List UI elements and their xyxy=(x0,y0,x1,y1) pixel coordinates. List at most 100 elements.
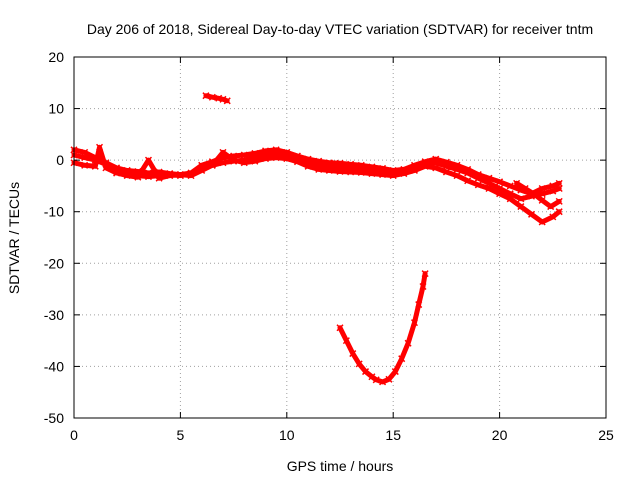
data-point xyxy=(315,165,323,173)
data-point xyxy=(219,148,227,156)
data-point xyxy=(368,373,376,381)
data-point xyxy=(336,324,344,332)
data-point xyxy=(102,164,110,172)
data-point xyxy=(202,92,210,100)
x-tick-label: 0 xyxy=(70,427,78,443)
data-point xyxy=(496,190,504,198)
data-point xyxy=(113,169,121,177)
data-point xyxy=(421,162,429,170)
y-tick-label: -50 xyxy=(44,410,64,426)
data-point xyxy=(208,161,216,169)
data-point xyxy=(144,156,153,164)
data-point xyxy=(357,168,365,177)
data-point xyxy=(521,184,529,193)
plot-frame xyxy=(73,56,607,419)
data-point xyxy=(283,155,291,163)
data-point xyxy=(555,208,563,216)
data-point xyxy=(176,171,184,179)
data-point xyxy=(404,339,412,347)
data-point xyxy=(379,171,387,179)
grid-lines xyxy=(74,57,606,418)
series-layer xyxy=(70,92,563,386)
data-point xyxy=(421,270,429,278)
data-point xyxy=(342,337,350,345)
x-tick-label: 5 xyxy=(177,427,185,443)
data-point xyxy=(240,151,248,159)
y-tick-label: 10 xyxy=(48,101,64,117)
data-point xyxy=(555,197,563,205)
data-point xyxy=(325,166,333,174)
data-point xyxy=(123,172,131,180)
data-point xyxy=(432,164,440,172)
data-point xyxy=(389,172,397,180)
data-point xyxy=(81,148,89,156)
data-point xyxy=(419,282,427,291)
data-point xyxy=(385,375,393,383)
axis-ticks: 0 5 10 15 20 25 -50 -40 -30 -20 -10 0 10 20 xyxy=(44,49,614,443)
data-point xyxy=(506,195,514,203)
y-tick-label: 0 xyxy=(56,152,64,168)
data-point xyxy=(96,143,104,151)
data-point xyxy=(453,165,461,173)
data-point xyxy=(304,162,312,170)
data-point xyxy=(134,173,142,181)
data-point xyxy=(474,174,482,182)
y-tick-label: -30 xyxy=(44,307,64,323)
chart-title: Day 206 of 2018, Sidereal Day-to-day VTE… xyxy=(87,21,593,37)
y-axis-label: SDTVAR / TECUs xyxy=(6,182,22,294)
data-point xyxy=(442,168,450,176)
data-point xyxy=(272,154,280,162)
data-point xyxy=(474,181,482,189)
data-point xyxy=(513,179,521,187)
data-point xyxy=(398,355,406,363)
data-point xyxy=(155,174,163,182)
data-point xyxy=(485,184,493,193)
data-point xyxy=(261,155,270,163)
data-point xyxy=(144,173,153,181)
data-point xyxy=(251,157,259,165)
series-deep-arc xyxy=(337,271,428,385)
data-point xyxy=(81,161,89,169)
data-point xyxy=(391,368,399,376)
data-point xyxy=(223,97,231,105)
data-point xyxy=(379,378,387,386)
data-point xyxy=(538,196,546,204)
data-point xyxy=(549,187,557,195)
data-point xyxy=(547,203,555,211)
data-point xyxy=(530,190,538,198)
data-point xyxy=(219,159,227,167)
data-point xyxy=(496,178,504,186)
data-point xyxy=(91,162,99,170)
data-point xyxy=(432,159,440,167)
data-point xyxy=(555,184,563,193)
x-axis-label: GPS time / hours xyxy=(287,458,394,474)
data-point xyxy=(538,184,546,193)
data-point xyxy=(464,169,472,177)
y-tick-label: -20 xyxy=(44,255,64,271)
y-tick-label: -10 xyxy=(44,204,64,220)
data-point xyxy=(349,350,357,358)
data-point xyxy=(219,95,227,103)
data-point xyxy=(453,172,461,180)
data-point xyxy=(230,156,238,164)
x-tick-label: 10 xyxy=(279,427,295,443)
data-point xyxy=(517,203,525,211)
data-point xyxy=(549,213,557,221)
data-point xyxy=(293,158,301,166)
data-point xyxy=(362,368,370,376)
data-point xyxy=(347,168,355,176)
data-point xyxy=(240,159,248,167)
data-point xyxy=(555,179,563,187)
data-point xyxy=(527,210,536,218)
data-point xyxy=(81,154,89,162)
data-point xyxy=(372,376,380,384)
data-point xyxy=(208,93,216,101)
data-point xyxy=(410,319,419,327)
data-point xyxy=(506,182,514,190)
x-tick-label: 25 xyxy=(598,427,614,443)
y-tick-label: -40 xyxy=(44,358,64,374)
data-point xyxy=(410,166,419,174)
data-point xyxy=(166,172,174,180)
data-point xyxy=(187,172,195,180)
